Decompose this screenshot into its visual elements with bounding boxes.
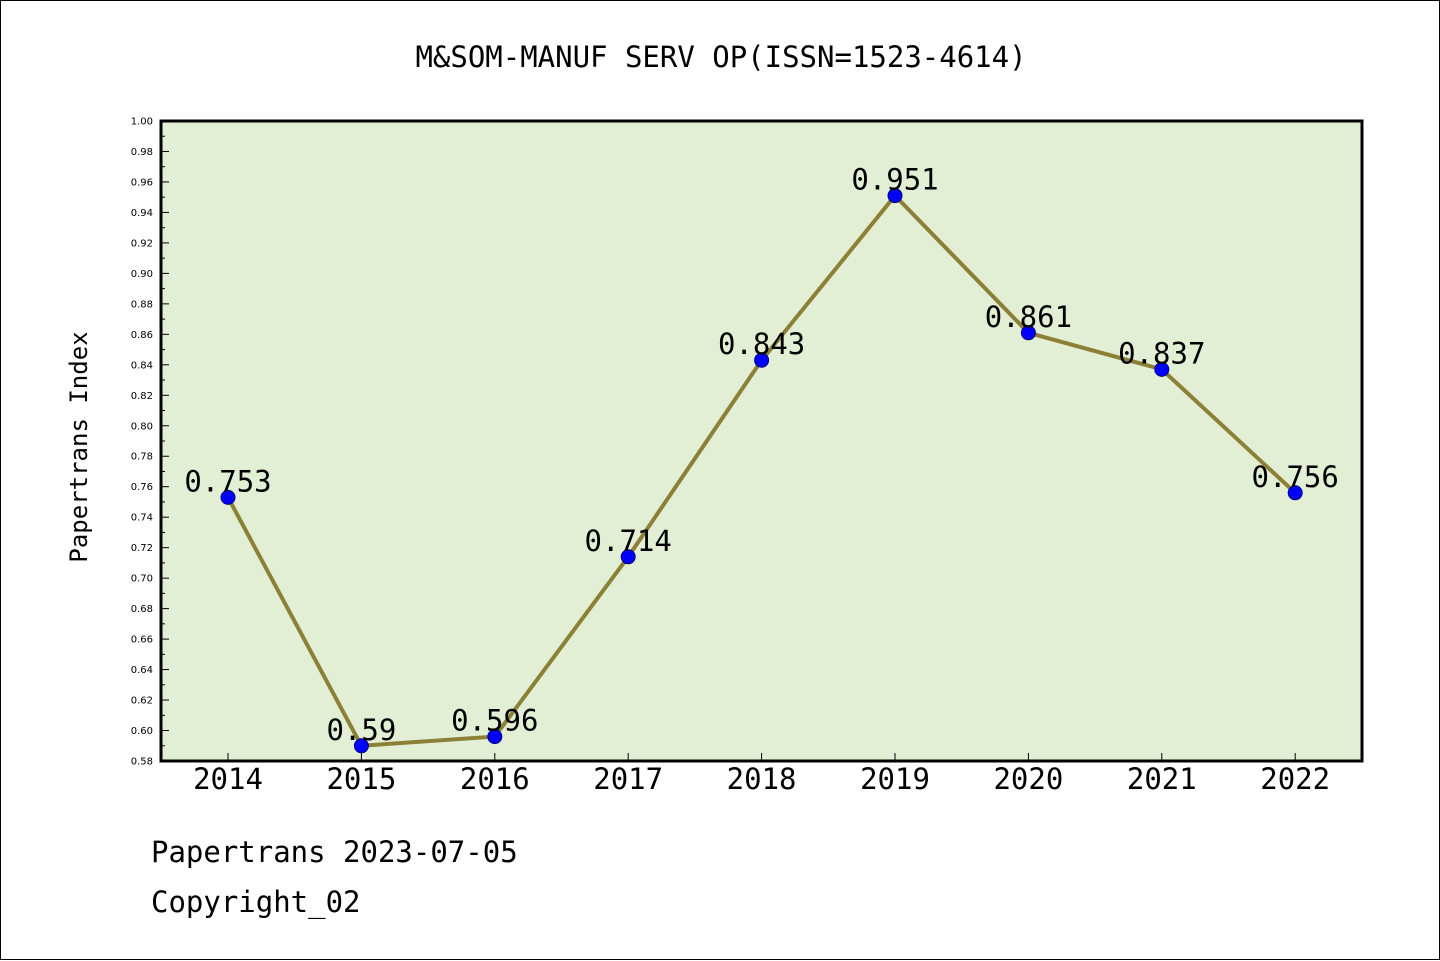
y-tick-label: 0.70 bbox=[131, 574, 153, 585]
y-tick-label: 0.76 bbox=[131, 482, 153, 493]
x-tick-label: 2019 bbox=[860, 762, 930, 796]
plot-area bbox=[159, 119, 1364, 763]
data-label: 0.753 bbox=[184, 464, 271, 498]
y-tick-label: 0.96 bbox=[131, 177, 153, 188]
y-tick-label: 0.98 bbox=[131, 147, 153, 158]
y-tick-label: 0.88 bbox=[131, 299, 153, 310]
data-point bbox=[220, 489, 236, 505]
y-tick-label: 0.80 bbox=[131, 421, 153, 432]
x-tick-label: 2020 bbox=[993, 762, 1063, 796]
data-label: 0.951 bbox=[851, 163, 938, 197]
y-tick-label: 0.62 bbox=[131, 696, 153, 707]
data-point bbox=[1154, 361, 1170, 377]
y-tick-label: 1.00 bbox=[131, 117, 153, 128]
chart-title: M&SOM-MANUF SERV OP(ISSN=1523-4614) bbox=[415, 40, 1026, 74]
y-tick-label: 0.82 bbox=[131, 391, 153, 402]
y-tick-label: 0.78 bbox=[131, 452, 153, 463]
data-label: 0.756 bbox=[1252, 460, 1339, 494]
data-markers bbox=[220, 188, 1303, 754]
x-tick-label: 2014 bbox=[193, 762, 263, 796]
data-point bbox=[1020, 325, 1036, 341]
x-axis: 2014 2015 2016 2017 2018 2019 2020 2021 2022 bbox=[193, 753, 1330, 796]
y-axis-label: Papertrans Index bbox=[65, 331, 93, 562]
data-point bbox=[353, 738, 369, 754]
y-tick-label: 0.74 bbox=[131, 513, 153, 524]
y-tick-label: 0.84 bbox=[131, 360, 153, 371]
x-tick-label: 2021 bbox=[1127, 762, 1197, 796]
y-tick-label: 0.72 bbox=[131, 543, 153, 554]
x-tick-label: 2018 bbox=[727, 762, 797, 796]
x-tick-label: 2015 bbox=[326, 762, 396, 796]
y-axis: 0.58 0.60 0.62 0.64 0.66 0.68 0.70 0.72 0.74 0.76… bbox=[131, 117, 169, 768]
footer-date-line: Papertrans 2023-07-05 bbox=[151, 835, 518, 869]
data-point bbox=[487, 729, 503, 745]
data-label: 0.837 bbox=[1118, 336, 1205, 370]
data-point bbox=[754, 352, 770, 368]
data-label: 0.861 bbox=[985, 300, 1072, 334]
data-point bbox=[1287, 485, 1303, 501]
y-tick-label: 0.58 bbox=[131, 757, 153, 768]
y-tick-label: 0.92 bbox=[131, 238, 153, 249]
y-tick-label: 0.60 bbox=[131, 726, 153, 737]
x-tick-label: 2016 bbox=[460, 762, 530, 796]
y-tick-label: 0.94 bbox=[131, 208, 153, 219]
y-tick-label: 0.68 bbox=[131, 604, 153, 615]
x-tick-label: 2017 bbox=[593, 762, 663, 796]
data-point bbox=[887, 188, 903, 204]
data-label: 0.59 bbox=[326, 713, 396, 747]
y-tick-label: 0.64 bbox=[131, 665, 153, 676]
data-labels: 0.753 0.59 0.596 0.714 0.843 0.951 0.861 0.837 0… bbox=[184, 163, 1339, 747]
data-point bbox=[620, 549, 636, 565]
y-tick-label: 0.90 bbox=[131, 269, 153, 280]
data-label: 0.843 bbox=[718, 327, 805, 361]
y-tick-label: 0.66 bbox=[131, 635, 153, 646]
x-tick-label: 2022 bbox=[1260, 762, 1330, 796]
data-label: 0.596 bbox=[451, 704, 538, 738]
footer-copyright: Copyright_02 bbox=[151, 885, 361, 919]
y-tick-label: 0.86 bbox=[131, 330, 153, 341]
data-label: 0.714 bbox=[585, 524, 672, 558]
